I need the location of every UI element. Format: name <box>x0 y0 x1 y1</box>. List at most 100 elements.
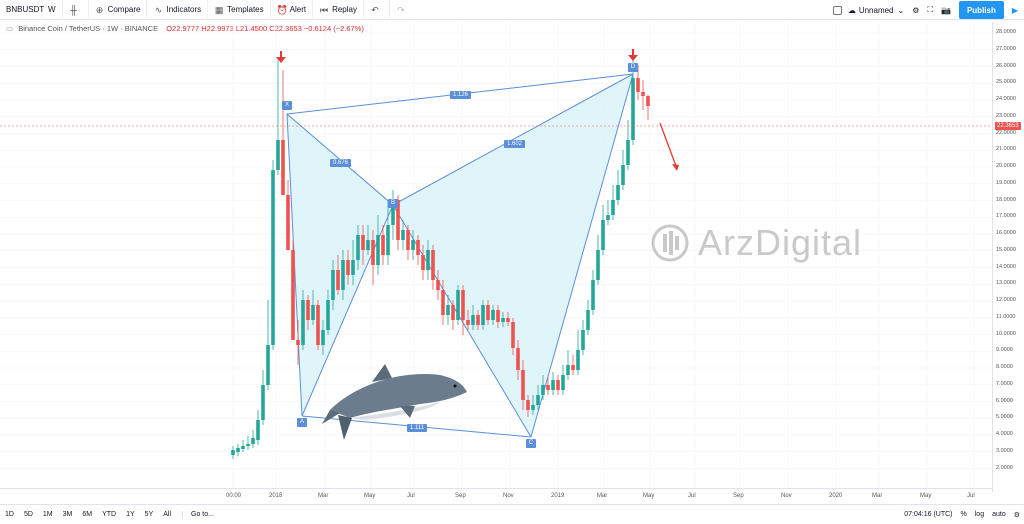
cloud-icon: ☁ <box>847 5 856 15</box>
candle-body <box>491 310 495 320</box>
candle-body <box>426 250 430 270</box>
undo-icon: ↶ <box>371 4 379 15</box>
price-axis[interactable]: 28.0000 27.0000 26.0000 25.0000 24.0000 23.00… <box>992 22 1024 492</box>
toolbar-right: ☁ Unnamed ⌄ ⚙ ⛶ 📷 Publish ▶ <box>827 0 1024 20</box>
alert-button[interactable]: ⏰ Alert <box>271 0 314 20</box>
candle-body <box>631 78 635 140</box>
range-3m[interactable]: 3M <box>62 510 73 518</box>
point-b-label[interactable]: B <box>388 199 398 208</box>
time-axis[interactable]: 00:00 2018 Mar May Jul Sep Nov 2019 Mar May Jul Sep… <box>0 488 992 504</box>
time-tick: 2018 <box>269 493 283 499</box>
layout-checkbox[interactable] <box>832 5 842 15</box>
templates-icon: ▦ <box>214 4 224 15</box>
settings-icon[interactable]: ⚙ <box>1013 511 1020 519</box>
candle-body <box>546 385 550 390</box>
replay-button[interactable]: ⏮ Replay <box>313 0 364 20</box>
interval-label: W <box>48 5 56 14</box>
interval-button[interactable]: W <box>42 0 63 20</box>
time-tick: May <box>643 493 655 499</box>
redo-button[interactable]: ↷ <box>390 0 415 20</box>
pattern-bcd-fill <box>393 74 633 437</box>
candle-body <box>481 305 485 325</box>
range-5y[interactable]: 5Y <box>144 510 154 518</box>
range-1m[interactable]: 1M <box>42 510 53 518</box>
bottom-right: 07:04:16 (UTC) % log auto ⚙ <box>904 505 1020 524</box>
time-tick: Sep <box>733 493 744 499</box>
play-circle-icon[interactable]: ▶ <box>1011 5 1018 15</box>
pattern-xab-fill <box>287 114 393 416</box>
fullscreen-icon[interactable]: ⛶ <box>927 5 933 14</box>
candle-body <box>551 380 555 390</box>
trend-arrow-icon <box>659 122 679 171</box>
compare-button[interactable]: ⊕ Compare <box>89 0 148 20</box>
range-ytd[interactable]: YTD <box>102 510 117 518</box>
publish-label: Publish <box>966 5 996 15</box>
candle-body <box>596 250 600 280</box>
range-all[interactable]: All <box>163 510 172 518</box>
candles-icon: ╫ <box>70 4 77 15</box>
candle-body <box>236 448 240 452</box>
point-a-label[interactable]: A <box>297 418 307 427</box>
point-d-label[interactable]: D <box>628 63 638 72</box>
indicators-label: Indicators <box>166 5 202 14</box>
chart-type-button[interactable]: ╫ <box>63 0 89 20</box>
candle-body <box>396 200 400 240</box>
undo-button[interactable]: ↶ <box>364 0 390 20</box>
price-tick: 23.0000 <box>996 112 1016 119</box>
watermark-logo-icon <box>651 224 689 262</box>
percent-toggle[interactable]: % <box>960 511 967 518</box>
range-1d[interactable]: 1D <box>5 510 14 518</box>
price-tick: 26.0000 <box>996 62 1016 69</box>
candle-body <box>536 395 540 405</box>
candle-body <box>441 290 445 315</box>
point-x-label[interactable]: X <box>282 101 292 110</box>
publish-button[interactable]: Publish <box>958 1 1004 19</box>
price-tick: 13.0000 <box>996 280 1016 287</box>
log-toggle[interactable]: log <box>974 511 985 518</box>
candle-body <box>401 230 405 240</box>
camera-icon[interactable]: 📷 <box>940 5 951 15</box>
time-tick: Jul <box>688 493 696 499</box>
clock[interactable]: 07:04:16 (UTC) <box>904 511 953 518</box>
goto-button[interactable]: Go to... <box>182 510 219 518</box>
templates-label: Templates <box>227 5 264 14</box>
candle-body <box>391 200 395 225</box>
candle-body <box>381 235 385 255</box>
candle-body <box>581 330 585 350</box>
range-1y[interactable]: 1Y <box>126 510 135 518</box>
legend-title[interactable]: Binance Coin / TetherUS · 1W · BINANCE <box>18 24 159 33</box>
price-chart[interactable] <box>0 20 992 488</box>
layout-name[interactable]: Unnamed <box>858 5 894 15</box>
range-6m[interactable]: 6M <box>82 510 93 518</box>
price-tick: 16.0000 <box>996 230 1016 236</box>
price-tick: 6.0000 <box>996 397 1013 404</box>
auto-toggle[interactable]: auto <box>992 511 1006 518</box>
candle-body <box>311 305 315 320</box>
legend-toggle-icon[interactable]: ▭ <box>6 24 14 33</box>
candle-body <box>636 78 640 92</box>
arrow-down-icon <box>628 49 638 61</box>
indicators-button[interactable]: ∿ Indicators <box>147 0 209 20</box>
gear-icon[interactable]: ⚙ <box>912 5 920 15</box>
candle-body <box>611 200 615 215</box>
time-tick: Jul <box>407 493 415 499</box>
chevron-down-icon[interactable]: ⌄ <box>897 5 905 15</box>
point-c-label[interactable]: C <box>526 439 536 448</box>
pattern-bd-line <box>392 73 634 206</box>
ratio-xb-label: 0.676 <box>330 159 352 167</box>
candle-body <box>521 370 525 400</box>
compare-label: Compare <box>107 5 141 14</box>
templates-button[interactable]: ▦ Templates <box>208 0 271 20</box>
symbol-search[interactable]: BNBUSDT <box>0 0 44 20</box>
time-tick: Jul <box>967 493 975 499</box>
time-tick: Mar <box>318 493 329 499</box>
time-tick: Sep <box>455 493 466 499</box>
candle-body <box>506 318 510 322</box>
range-5d[interactable]: 5D <box>23 510 33 518</box>
candles <box>231 56 650 459</box>
candle-body <box>296 340 300 345</box>
alert-label: Alert <box>289 5 307 14</box>
candle-body <box>366 240 370 250</box>
price-tick: 12.0000 <box>996 297 1016 303</box>
price-tick: 27.0000 <box>996 45 1016 52</box>
